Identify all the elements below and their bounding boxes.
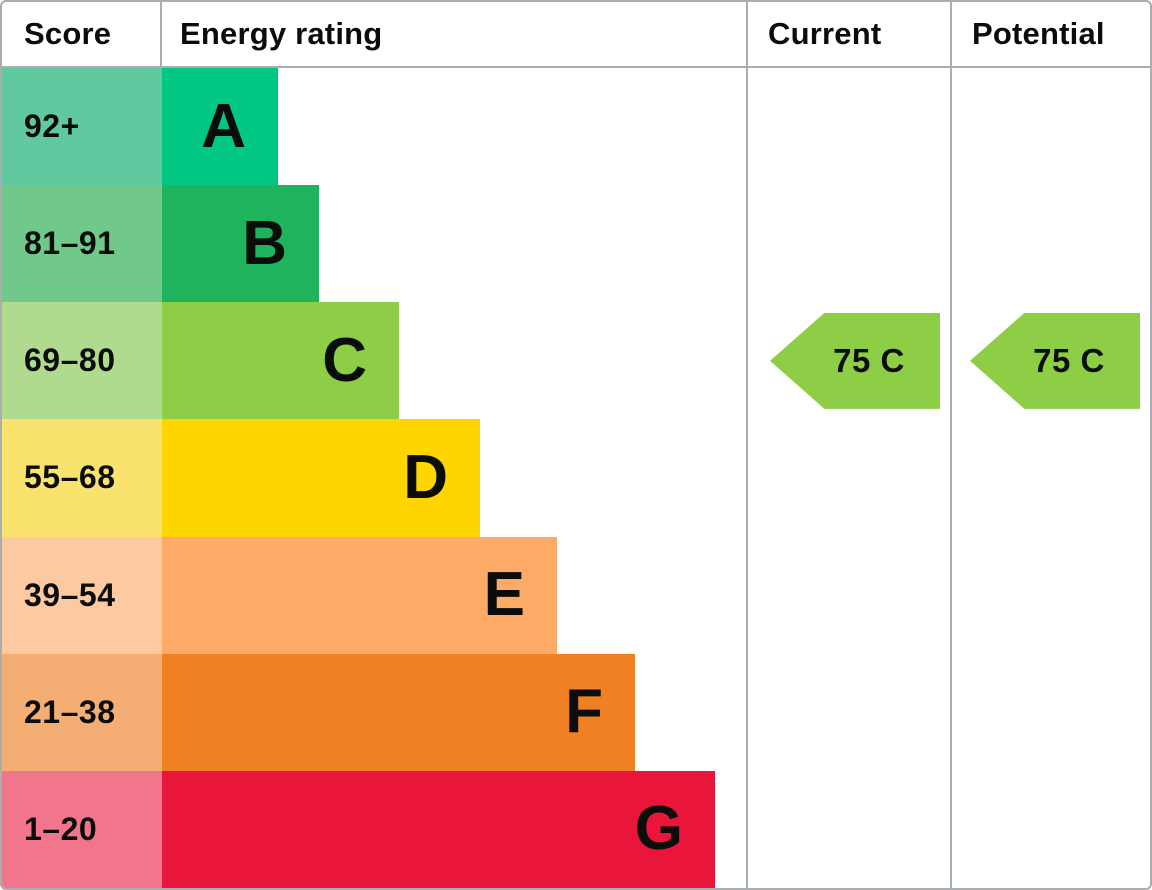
score-cell-e: 39–54 [2,536,162,654]
score-cell-g: 1–20 [2,770,162,888]
band-letter-e: E [483,560,525,630]
potential-rating-arrow: 75 C [970,312,1140,409]
current-rating-label: 75 C [833,341,905,379]
score-cell-c: 69–80 [2,302,162,420]
score-cell-d: 55–68 [2,419,162,537]
band-row-b: B [162,185,746,303]
score-column-body: 92+ 81–91 69–80 55–68 39–54 21–38 1–20 [2,68,162,888]
band-bar-a: A [162,68,278,186]
band-row-a: A [162,68,746,186]
band-letter-b: B [242,208,287,278]
energy-rating-column-body: A B C D [162,68,746,888]
band-bar-e: E [162,536,557,654]
potential-header: Potential [952,2,1150,68]
band-bar-c: C [162,302,399,420]
band-row-d: D [162,419,746,537]
current-column-body: 75 C [748,68,950,888]
energy-rating-header: Energy rating [162,2,746,68]
band-row-c: C [162,302,746,420]
band-letter-d: D [403,442,448,512]
energy-rating-column: Energy rating A B C [162,2,746,888]
score-header: Score [2,2,162,68]
band-letter-g: G [634,794,683,864]
potential-rating-label: 75 C [1033,341,1105,379]
band-letter-c: C [322,325,367,395]
potential-column-body: 75 C [952,68,1150,888]
score-cell-a: 92+ [2,68,162,186]
band-bar-g: G [162,770,715,888]
band-letter-f: F [565,677,603,747]
current-column: Current 75 C [746,2,950,888]
band-bar-f: F [162,653,635,771]
band-bar-d: D [162,419,480,537]
potential-column: Potential 75 C [950,2,1150,888]
score-column: Score 92+ 81–91 69–80 55–68 39–54 21–38 … [2,2,162,888]
score-cell-f: 21–38 [2,653,162,771]
band-row-g: G [162,770,746,888]
band-letter-a: A [201,91,246,161]
band-row-e: E [162,536,746,654]
current-rating-arrow: 75 C [770,312,940,409]
score-cell-b: 81–91 [2,185,162,303]
band-row-f: F [162,653,746,771]
current-header: Current [748,2,950,68]
band-bar-b: B [162,185,319,303]
